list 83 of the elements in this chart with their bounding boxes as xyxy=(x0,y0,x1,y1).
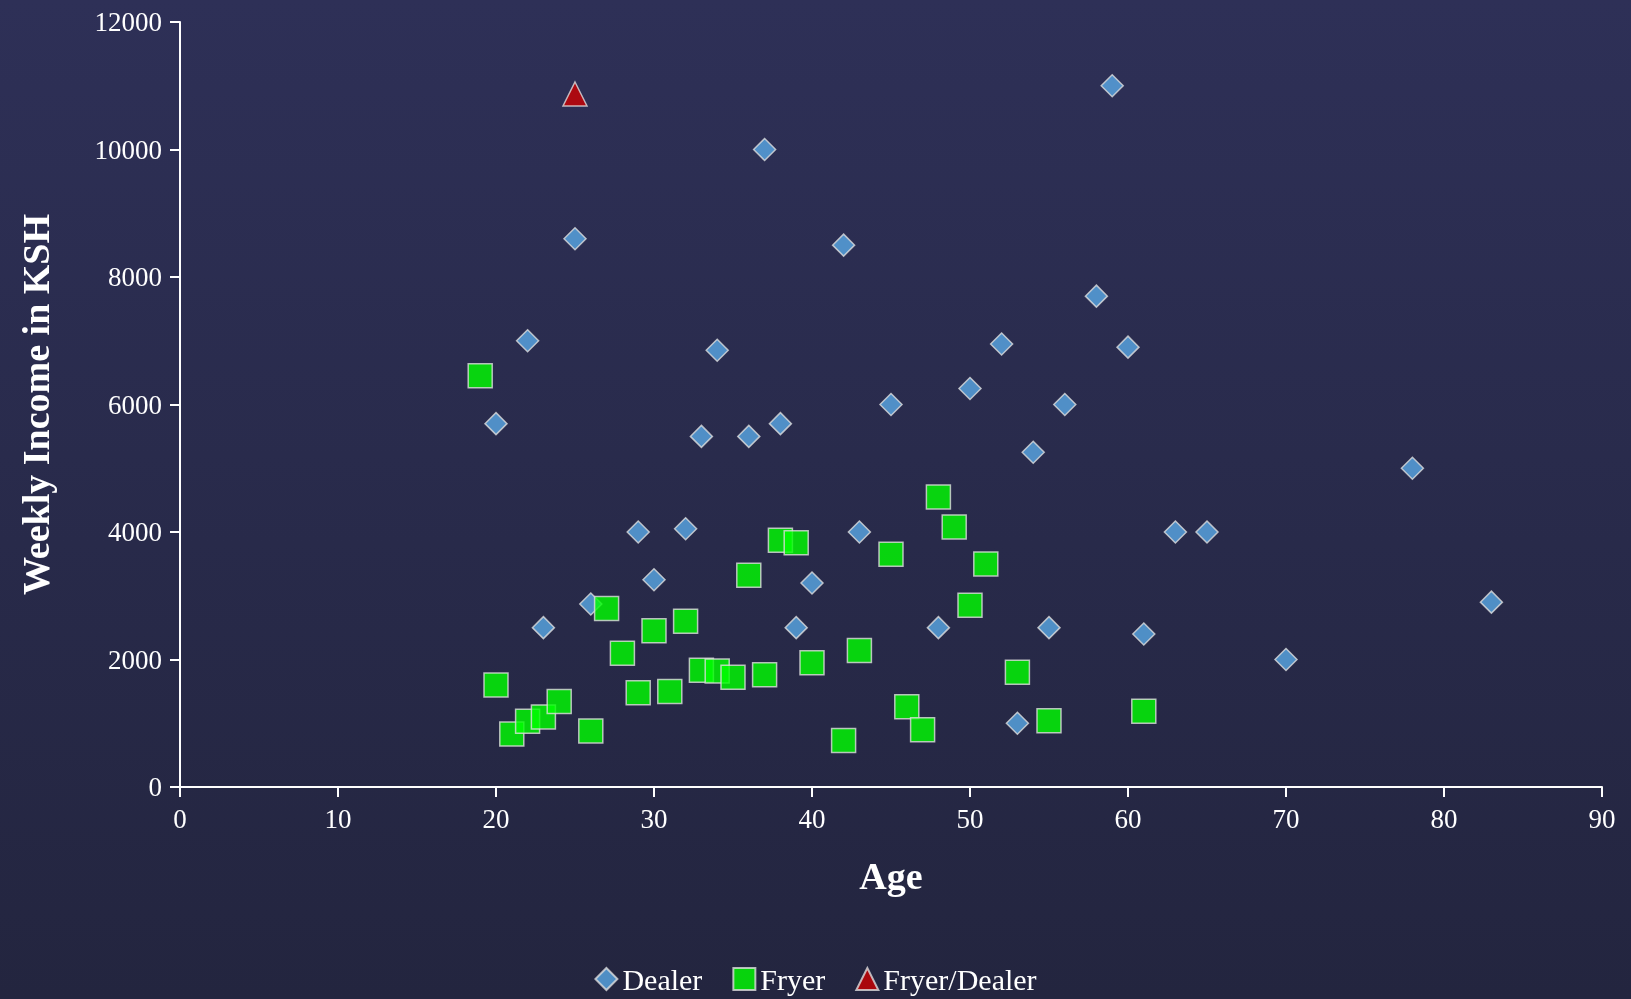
point xyxy=(484,411,508,436)
y-tick-label: 6000 xyxy=(108,389,162,420)
legend-label: Fryer/Dealer xyxy=(883,962,1037,996)
point xyxy=(1100,74,1124,98)
x-tick-label: 0 xyxy=(173,803,187,834)
point xyxy=(941,514,967,540)
point xyxy=(958,376,982,401)
point xyxy=(879,392,903,417)
y-tick-label: 8000 xyxy=(108,262,162,292)
point xyxy=(1037,615,1061,640)
point xyxy=(1163,520,1188,544)
point xyxy=(1400,456,1425,480)
point xyxy=(957,592,983,619)
point xyxy=(894,693,920,720)
point xyxy=(657,678,683,705)
point xyxy=(1021,440,1045,465)
point xyxy=(515,329,540,353)
point xyxy=(531,615,556,640)
point xyxy=(689,424,714,449)
point xyxy=(784,615,808,640)
point xyxy=(467,363,493,389)
point xyxy=(878,541,904,568)
x-tick-label: 50 xyxy=(956,803,984,834)
point xyxy=(563,227,587,251)
point xyxy=(909,716,936,743)
point xyxy=(1479,590,1504,614)
y-tick-label: 0 xyxy=(148,772,162,802)
point xyxy=(609,640,636,666)
point xyxy=(1004,659,1031,685)
point xyxy=(625,679,651,706)
point xyxy=(831,233,856,257)
point xyxy=(1116,335,1140,359)
y-tick-label: 4000 xyxy=(108,517,162,547)
x-tick-label: 20 xyxy=(482,803,510,834)
point xyxy=(705,338,729,363)
point xyxy=(1084,284,1109,308)
point xyxy=(672,608,699,634)
point xyxy=(562,81,588,107)
point xyxy=(830,727,857,754)
point xyxy=(737,424,761,449)
point xyxy=(926,615,951,640)
point xyxy=(925,484,952,510)
y-axis-title: Weekly Income in KSH xyxy=(15,213,57,596)
y-tick-label: 12000 xyxy=(94,7,162,37)
x-tick-label: 80 xyxy=(1430,803,1458,834)
point xyxy=(1005,711,1030,735)
legend-label: Dealer xyxy=(622,962,703,996)
point xyxy=(783,530,809,556)
point xyxy=(1131,698,1157,724)
point xyxy=(673,517,698,541)
point xyxy=(799,649,825,676)
point xyxy=(546,688,572,715)
x-axis-title: Age xyxy=(859,855,923,897)
y-tick-label: 10000 xyxy=(94,134,162,165)
point xyxy=(1036,707,1062,734)
point xyxy=(1274,647,1298,672)
point xyxy=(989,332,1014,356)
point xyxy=(642,568,666,592)
point xyxy=(768,411,793,436)
point xyxy=(483,672,509,698)
x-tick-label: 10 xyxy=(324,803,352,834)
x-tick-label: 70 xyxy=(1272,803,1300,834)
x-tick-label: 30 xyxy=(640,803,668,834)
legend-label: Fryer xyxy=(760,962,826,996)
point xyxy=(800,571,824,595)
point xyxy=(752,137,777,162)
point xyxy=(1053,392,1077,417)
point xyxy=(578,718,604,744)
y-tick-label: 2000 xyxy=(108,644,162,675)
point xyxy=(593,595,620,622)
point xyxy=(847,520,872,544)
x-tick-label: 90 xyxy=(1588,803,1616,834)
point xyxy=(1195,520,1219,544)
point xyxy=(973,551,999,577)
point xyxy=(641,618,667,644)
point xyxy=(846,637,873,664)
point xyxy=(626,520,650,544)
x-tick-label: 60 xyxy=(1114,803,1142,834)
point xyxy=(720,664,746,691)
point xyxy=(736,562,762,589)
point xyxy=(751,662,778,688)
point xyxy=(1132,622,1156,646)
x-tick-label: 40 xyxy=(798,803,826,834)
